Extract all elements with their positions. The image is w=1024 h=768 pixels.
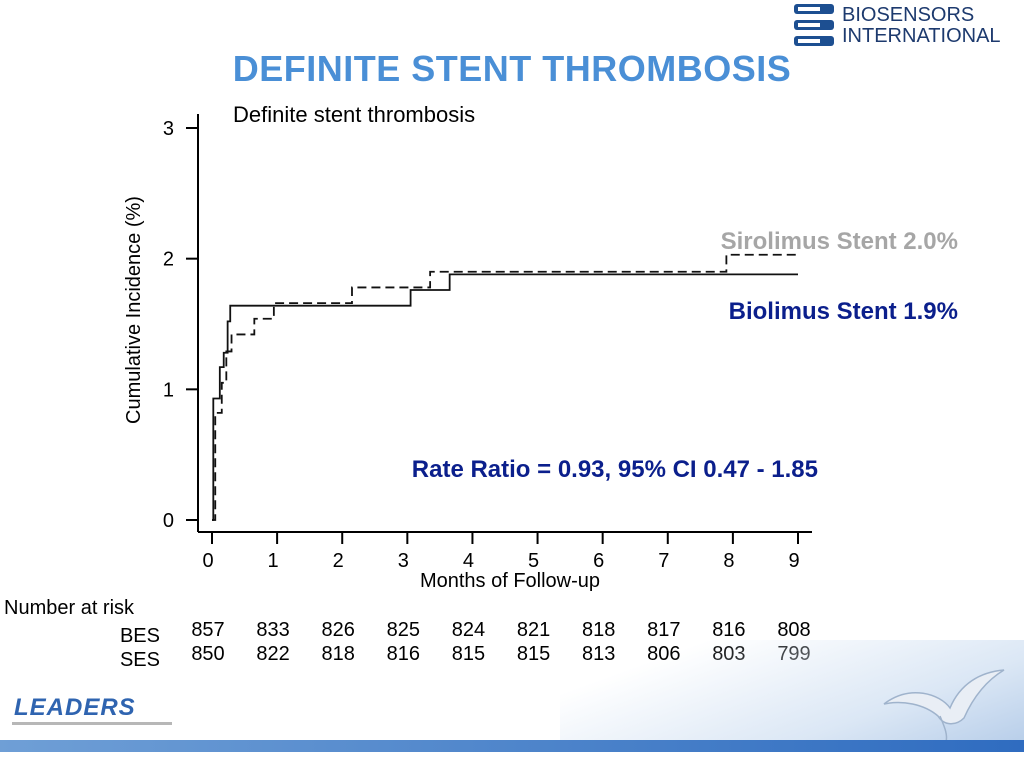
leaders-logo: LEADERS [14,694,136,721]
x-tick-label: 4 [463,550,474,572]
risk-cell: 815 [516,643,551,665]
x-tick-label: 5 [528,550,539,572]
biosensors-wordmark: BIOSENSORS INTERNATIONAL [842,5,1001,47]
label-layer: Months of Follow-up Cumulative Incidence … [123,102,958,592]
biosensors-logo-mark-icon [794,4,834,46]
risk-cell: 816 [712,619,746,641]
risk-cell: 822 [256,643,290,665]
footer-band [0,740,1024,752]
y-tick-label: 0 [163,510,174,532]
chart-title: Definite stent thrombosis [233,102,475,127]
x-tick-label: 1 [268,550,279,572]
brand-line-2: INTERNATIONAL [842,25,1001,47]
series-label-1: Sirolimus Stent 2.0% [721,228,958,255]
x-tick-label: 2 [333,550,344,572]
slide-title: DEFINITE STENT THROMBOSIS [232,48,792,89]
y-tick-label: 2 [163,249,174,271]
risk-cell: 850 [191,643,225,665]
series-layer [212,253,798,521]
leaders-logo-underline [12,722,172,725]
risk-cell: 818 [321,643,355,665]
number-at-risk-header: Number at risk [4,597,135,619]
x-tick-label: 3 [398,550,409,572]
axes: 0 1 2 3 0 1 2 3 4 5 6 7 8 9 [163,114,812,572]
biosensors-logo: BIOSENSORS INTERNATIONAL [792,2,1024,50]
y-tick-label: 3 [163,118,174,140]
risk-cell: 818 [581,619,616,641]
series-label-0: Biolimus Stent 1.9% [729,298,958,325]
brand-line-1: BIOSENSORS [842,4,975,26]
x-tick-label: 8 [723,550,734,572]
series-line-1 [212,253,798,521]
risk-cell: 826 [321,619,355,641]
series-line-0 [212,273,798,521]
y-axis-title: Cumulative Incidence (%) [123,196,145,424]
risk-row-label: SES [119,649,160,671]
stent-thrombosis-chart: 0 1 2 3 0 1 2 3 4 5 6 7 8 9 Months of Follow-up Cumula… [123,102,958,592]
risk-cell: 815 [451,643,486,665]
risk-cell: 833 [256,619,290,641]
risk-cell: 857 [191,619,225,641]
risk-cell: 825 [386,619,421,641]
y-tick-label: 1 [163,379,174,401]
x-tick-label: 7 [658,550,669,572]
seagull-icon [883,669,1005,743]
x-tick-label: 0 [202,550,213,572]
risk-row-label: BES [119,625,160,647]
x-axis-title: Months of Follow-up [420,570,600,592]
risk-cell: 808 [777,619,811,641]
risk-cell: 824 [451,619,486,641]
risk-cell: 817 [647,619,681,641]
risk-cell: 816 [386,643,421,665]
risk-cell: 821 [516,619,551,641]
rate-ratio-annotation: Rate Ratio = 0.93, 95% CI 0.47 - 1.85 [412,456,818,483]
x-tick-label: 9 [788,550,799,572]
x-tick-label: 6 [593,550,604,572]
